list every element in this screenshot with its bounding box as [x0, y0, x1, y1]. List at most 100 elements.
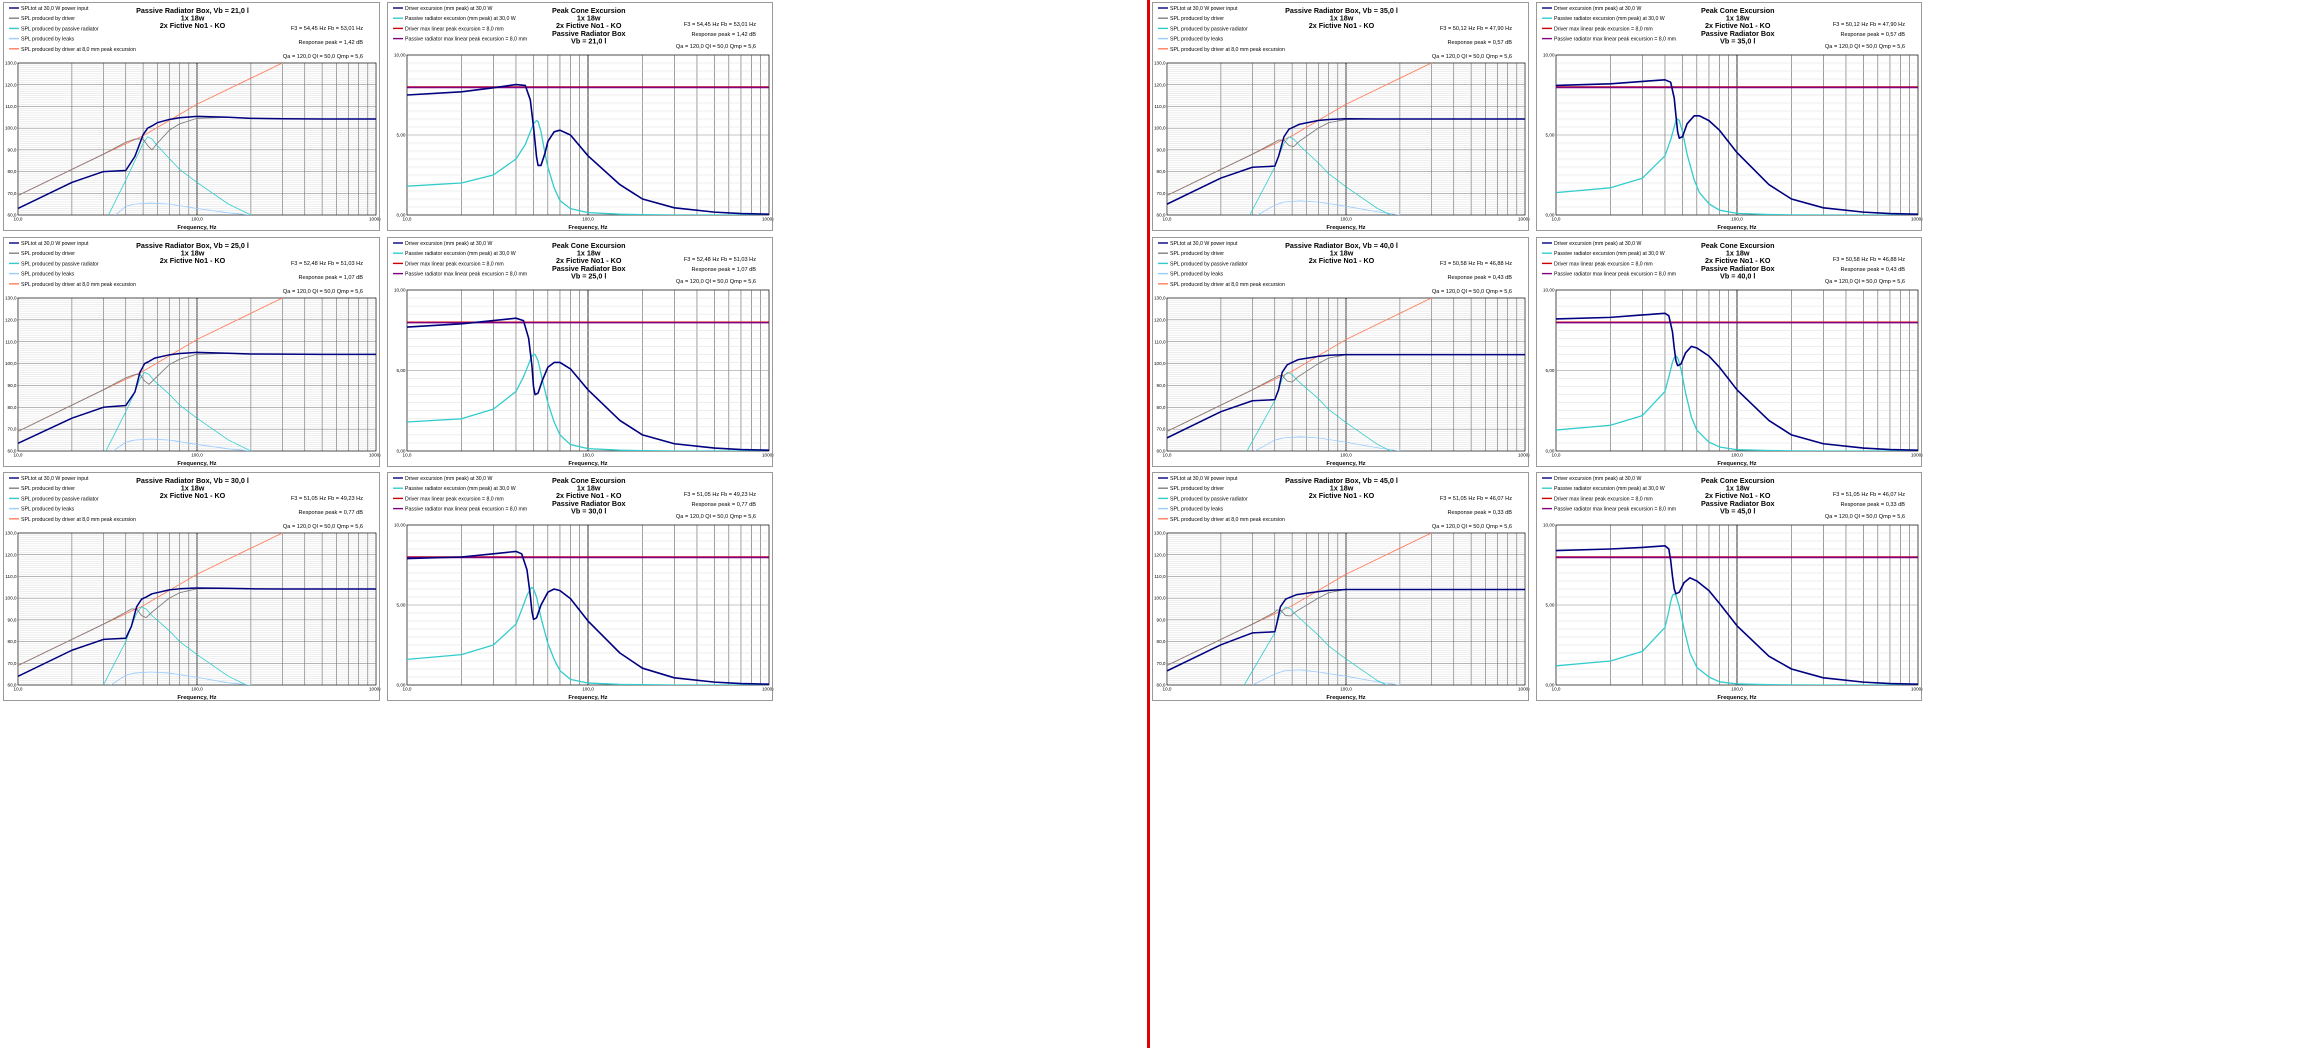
divider-line	[1147, 0, 1150, 1048]
legend-label: Passive radiator max linear peak excursi…	[405, 37, 527, 43]
chart-title-line: Vb = 25,0 l	[571, 271, 606, 280]
legend-label: Passive radiator max linear peak excursi…	[1554, 37, 1676, 43]
legend-label: SPLtot at 30,0 W power input	[1170, 476, 1238, 482]
q-params-readout: Qa = 120,0 Ql = 50,0 Qmp = 5,6	[283, 54, 363, 60]
legend-label: SPLtot at 30,0 W power input	[21, 6, 89, 12]
response-peak-readout: Response peak = 1,42 dB	[298, 40, 363, 46]
x-tick-label: 100,0	[1340, 217, 1352, 222]
series-group	[407, 550, 769, 685]
response-peak-readout: Response peak = 0,57 dB	[1447, 40, 1512, 46]
x-axis-title: Frequency, Hz	[177, 225, 216, 231]
grid-lines	[1167, 533, 1525, 685]
x-tick-label: 10,0	[14, 217, 23, 222]
q-params-readout: Qa = 120,0 Ql = 50,0 Qmp = 5,6	[676, 44, 756, 50]
y-tick-label: 90,0	[1157, 617, 1166, 622]
chart-title-line: 1x 18w	[181, 484, 205, 493]
x-tick-label: 10,0	[1163, 687, 1172, 692]
chart-title-line: 1x 18w	[577, 484, 601, 493]
x-tick-label: 1000,0	[762, 217, 774, 222]
legend-label: Driver excursion (mm peak) at 30,0 W	[1554, 241, 1641, 247]
f3-fb-readout: F3 = 54,45 Hz Fb = 53,01 Hz	[291, 26, 363, 32]
x-tick-label: 10,0	[1163, 453, 1172, 458]
spl-chart-panel: Passive Radiator Box, Vb = 25,0 l 1x 18w 2…	[3, 237, 381, 467]
driver-excursion-line	[1556, 545, 1918, 685]
series-group	[18, 533, 376, 685]
x-tick-label: 100,0	[1731, 453, 1743, 458]
legend-label: SPL produced by leaks	[21, 507, 75, 513]
spl-leaks-line	[110, 671, 253, 685]
y-tick-label: 80,0	[1157, 639, 1166, 644]
driver-excursion-line	[407, 83, 769, 215]
x-tick-label: 10,0	[403, 687, 412, 692]
y-tick-label: 5,00	[397, 368, 406, 373]
legend-label: Driver excursion (mm peak) at 30,0 W	[1554, 476, 1641, 482]
chart-title-line: 2x Fictive No1 - KO	[1309, 21, 1375, 30]
excursion-chart-panel: Peak Cone Excursion 1x 18w 2x Fictive No1 …	[387, 472, 774, 701]
legend-label: SPL produced by leaks	[21, 37, 75, 43]
x-tick-label: 10,0	[1163, 217, 1172, 222]
legend-label: Passive radiator max linear peak excursi…	[1554, 272, 1676, 278]
series-group	[1167, 298, 1525, 451]
legend-label: SPL produced by driver at 8,0 mm peak ex…	[21, 47, 136, 53]
chart-title-line: 2x Fictive No1 - KO	[1705, 256, 1771, 265]
y-tick-label: 100,0	[1154, 126, 1166, 131]
legend-label: Passive radiator excursion (mm peak) at …	[405, 486, 516, 492]
passive-radiator-excursion-line	[1556, 118, 1918, 215]
x-tick-label: 1000,0	[369, 453, 381, 458]
chart-title-line: Vb = 45,0 l	[1720, 506, 1755, 515]
chart-title-line: Passive Radiator Box, Vb = 35,0 l	[1285, 6, 1398, 15]
y-tick-label: 60,0	[8, 683, 17, 688]
q-params-readout: Qa = 120,0 Ql = 50,0 Qmp = 5,6	[1825, 44, 1905, 50]
legend-label: SPL produced by passive radiator	[21, 496, 99, 502]
response-peak-readout: Response peak = 0,43 dB	[1447, 275, 1512, 281]
series-group	[407, 83, 769, 215]
chart-title-line: 1x 18w	[181, 249, 205, 258]
y-tick-label: 110,0	[1154, 104, 1166, 109]
chart-title-line: 2x Fictive No1 - KO	[1705, 491, 1771, 500]
y-tick-label: 10,00	[394, 523, 406, 528]
driver-excursion-line	[407, 317, 769, 451]
y-tick-label: 5,00	[1546, 133, 1555, 138]
x-tick-label: 10,0	[14, 687, 23, 692]
x-tick-label: 10,0	[1552, 217, 1561, 222]
chart-title-line: Peak Cone Excursion	[1701, 476, 1775, 485]
legend-label: Passive radiator excursion (mm peak) at …	[1554, 16, 1665, 22]
x-axis-title: Frequency, Hz	[1717, 225, 1756, 231]
y-tick-label: 130,0	[1154, 296, 1166, 301]
chart-title-line: Passive Radiator Box	[552, 29, 626, 38]
legend-label: SPL produced by passive radiator	[21, 26, 99, 32]
x-tick-label: 100,0	[582, 217, 594, 222]
x-tick-label: 1000,0	[1911, 453, 1923, 458]
chart-title-line: Passive Radiator Box	[552, 264, 626, 273]
x-tick-label: 1000,0	[1518, 217, 1530, 222]
x-tick-label: 10,0	[14, 453, 23, 458]
chart-title-line: Passive Radiator Box	[552, 499, 626, 508]
y-tick-label: 90,0	[1157, 147, 1166, 152]
chart-title-line: 2x Fictive No1 - KO	[556, 491, 622, 500]
y-tick-label: 110,0	[5, 339, 17, 344]
y-tick-label: 10,00	[1543, 53, 1555, 58]
chart-title-line: Passive Radiator Box	[1701, 499, 1775, 508]
y-tick-label: 120,0	[5, 552, 17, 557]
y-tick-label: 0,00	[1546, 449, 1555, 454]
legend-label: Passive radiator max linear peak excursi…	[405, 507, 527, 513]
y-tick-label: 120,0	[1154, 317, 1166, 322]
chart-title-line: Peak Cone Excursion	[1701, 241, 1775, 250]
y-tick-label: 60,0	[1157, 213, 1166, 218]
y-tick-label: 130,0	[1154, 61, 1166, 66]
chart-title-line: 2x Fictive No1 - KO	[1309, 256, 1375, 265]
x-tick-label: 10,0	[403, 217, 412, 222]
chart-title-line: Peak Cone Excursion	[552, 241, 626, 250]
legend-label: SPL produced by driver at 8,0 mm peak ex…	[21, 282, 136, 288]
x-tick-label: 100,0	[191, 453, 203, 458]
y-tick-label: 110,0	[5, 574, 17, 579]
legend-label: Passive radiator max linear peak excursi…	[405, 272, 527, 278]
f3-fb-readout: F3 = 52,48 Hz Fb = 51,03 Hz	[291, 261, 363, 267]
f3-fb-readout: F3 = 50,58 Hz Fb = 46,88 Hz	[1440, 261, 1512, 267]
y-tick-label: 80,0	[8, 405, 17, 410]
x-tick-label: 1000,0	[369, 217, 381, 222]
q-params-readout: Qa = 120,0 Ql = 50,0 Qmp = 5,6	[1825, 514, 1905, 520]
y-tick-label: 0,00	[397, 213, 406, 218]
y-tick-label: 60,0	[1157, 683, 1166, 688]
